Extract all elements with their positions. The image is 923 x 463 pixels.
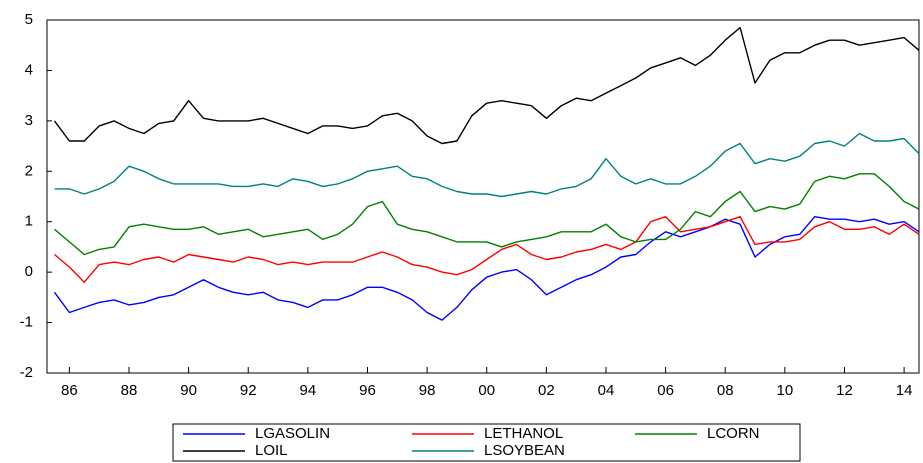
x-tick-label: 88 xyxy=(121,382,138,399)
x-tick-label: 96 xyxy=(359,382,376,399)
x-tick-label: 92 xyxy=(240,382,257,399)
y-tick-label: 0 xyxy=(25,263,33,280)
x-tick-label: 06 xyxy=(657,382,674,399)
x-tick-label: 08 xyxy=(717,382,734,399)
y-tick-label: 4 xyxy=(25,61,33,78)
x-tick-label: 12 xyxy=(836,382,853,399)
plot-frame xyxy=(46,19,920,374)
legend-label: LOIL xyxy=(255,442,288,459)
series-line xyxy=(54,132,920,198)
series-line xyxy=(54,173,920,256)
y-tick-label: 3 xyxy=(25,112,33,129)
y-tick-label: -1 xyxy=(20,314,33,331)
y-tick-label: -2 xyxy=(20,364,33,381)
x-tick-label: 14 xyxy=(896,382,913,399)
x-tick-label: 04 xyxy=(598,382,615,399)
legend-label: LCORN xyxy=(707,425,760,442)
x-tick-label: 86 xyxy=(61,382,78,399)
series-line xyxy=(53,26,920,145)
legend-label: LSOYBEAN xyxy=(484,442,565,459)
x-tick-label: 00 xyxy=(478,382,495,399)
legend-label: LETHANOL xyxy=(484,425,563,442)
y-tick-label: 5 xyxy=(25,11,33,28)
legend-box xyxy=(172,423,801,462)
y-tick-label: 2 xyxy=(25,162,33,179)
series-line xyxy=(54,216,920,283)
series-line xyxy=(53,216,920,321)
x-tick-label: 90 xyxy=(180,382,197,399)
x-tick-label: 94 xyxy=(300,382,317,399)
x-tick-label: 02 xyxy=(538,382,555,399)
legend-label: LGASOLIN xyxy=(255,425,330,442)
y-tick-label: 1 xyxy=(25,213,33,230)
x-tick-label: 10 xyxy=(777,382,794,399)
x-tick-label: 98 xyxy=(419,382,436,399)
